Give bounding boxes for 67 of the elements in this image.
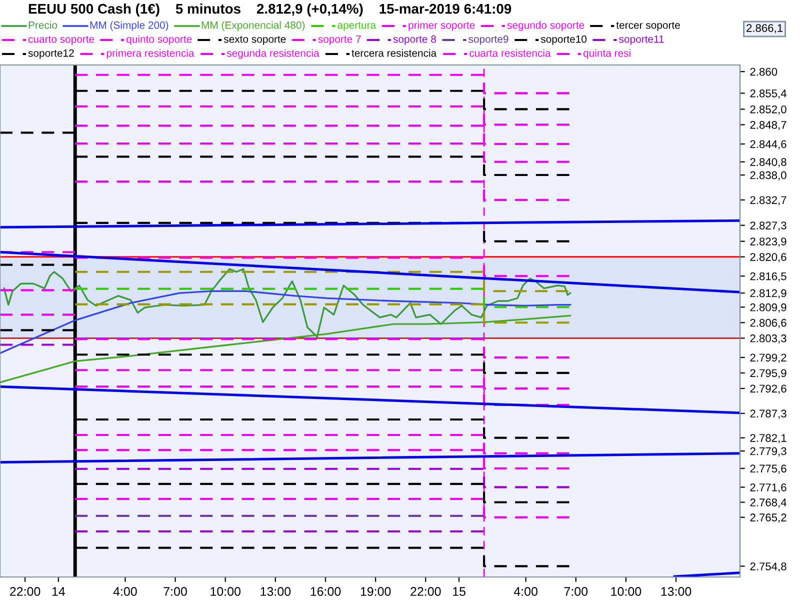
y-tick-label: 2.809,9 bbox=[750, 303, 786, 313]
line-series bbox=[0, 290, 572, 354]
y-tick-label: 2.844,6 bbox=[750, 140, 786, 150]
legend-label: quinto soporte bbox=[126, 35, 192, 45]
x-tick-label: 4:00 bbox=[514, 587, 538, 596]
legend-label: soporte 8 bbox=[393, 35, 436, 45]
x-tick-label: 22:00 bbox=[10, 587, 40, 596]
x-tick-label: 10:00 bbox=[210, 587, 240, 596]
legend-label: tercera resistencia bbox=[352, 49, 437, 57]
line-series bbox=[0, 314, 572, 384]
legend-label: apertura bbox=[338, 22, 376, 31]
y-tick-label: 2.795,9 bbox=[750, 369, 786, 378]
legend-label: cuarto soporte bbox=[28, 36, 94, 45]
legend-label: MM (Simple 200) bbox=[90, 21, 168, 31]
legend-label: segundo soporte bbox=[507, 21, 584, 31]
y-tick-label: 2.779,3 bbox=[750, 447, 786, 456]
x-tick-label: 19:00 bbox=[360, 587, 391, 596]
x-tick-label: 15 bbox=[453, 587, 466, 596]
y-tick-label: 2.820,6 bbox=[750, 253, 786, 262]
y-tick-label: 2.816,5 bbox=[750, 272, 786, 282]
x-tick-label: 4:00 bbox=[113, 587, 137, 596]
legend-label: segunda resistencia bbox=[226, 49, 320, 59]
legend-label: cuarta resistencia bbox=[470, 49, 551, 57]
y-tick-label: 2.782,1 bbox=[750, 434, 786, 444]
x-tick-label: 7:00 bbox=[164, 587, 187, 596]
y-tick-label: 2.832,7 bbox=[750, 196, 786, 206]
y-tick-label: 2.806,6 bbox=[750, 318, 786, 328]
x-tick-label: 7:00 bbox=[564, 587, 588, 596]
y-tick-label: 2.823,9 bbox=[750, 238, 786, 247]
y-tick-label: 2.771,6 bbox=[750, 483, 786, 493]
legend-label: primer soporte bbox=[408, 21, 475, 31]
x-tick-label: 13:00 bbox=[661, 587, 692, 596]
x-tick-label: 13:00 bbox=[260, 587, 291, 596]
y-tick-label: 2.775,6 bbox=[750, 464, 786, 474]
y-tick-label: 2.768,4 bbox=[750, 498, 786, 508]
y-tick-label: 2.838,0 bbox=[750, 171, 786, 180]
x-tick-label: 22:00 bbox=[410, 587, 441, 596]
legend-label: Precio bbox=[28, 21, 58, 29]
y-tick-label: 2.787,3 bbox=[750, 410, 786, 419]
legend-label: soporte11 bbox=[619, 36, 664, 45]
x-tick-label: 14 bbox=[52, 587, 66, 596]
legend-label: primera resistencia bbox=[106, 49, 194, 59]
legend-label: soporte 7 bbox=[318, 36, 361, 45]
y-tick-label: 2.840,8 bbox=[750, 158, 786, 168]
y-tick-label: 2.799,2 bbox=[750, 354, 786, 363]
x-tick-label: 16:00 bbox=[310, 587, 341, 596]
legend-label: soporte12 bbox=[28, 49, 74, 59]
legend-label: soporte9 bbox=[468, 35, 508, 45]
y-tick-label: 2.827,3 bbox=[750, 222, 786, 231]
legend-label: MM (Exponencial 480) bbox=[202, 21, 305, 31]
y-tick-label: 2.848,7 bbox=[750, 120, 786, 130]
chart-title: EEUU 500 Cash (1€) 5 minutos 2.812,9 (+0,14%) 15-mar-2019 6:41:09 bbox=[28, 4, 512, 16]
y-tick-label: 2.792,6 bbox=[750, 384, 786, 394]
line-series bbox=[3, 268, 572, 338]
y-tick-label: 2.765,2 bbox=[750, 514, 786, 523]
y-tick-label: 2.860 bbox=[750, 68, 778, 76]
legend-label: quinta resi bbox=[583, 49, 630, 59]
y-tick-label: 2.812,9 bbox=[750, 289, 786, 298]
y-tick-label: 2.852,0 bbox=[750, 105, 786, 115]
y-tick-label: 2.855,4 bbox=[750, 89, 786, 99]
y-tick-label: 2.754,8 bbox=[750, 562, 786, 572]
y-tick-label: 2.803,3 bbox=[750, 334, 786, 344]
text: 2.866,1 bbox=[746, 24, 783, 34]
legend-label: sexto soporte bbox=[224, 36, 286, 45]
legend-label: soporte10 bbox=[540, 35, 587, 45]
x-tick-label: 10:00 bbox=[611, 587, 642, 596]
legend-label: tercer soporte bbox=[616, 22, 680, 31]
